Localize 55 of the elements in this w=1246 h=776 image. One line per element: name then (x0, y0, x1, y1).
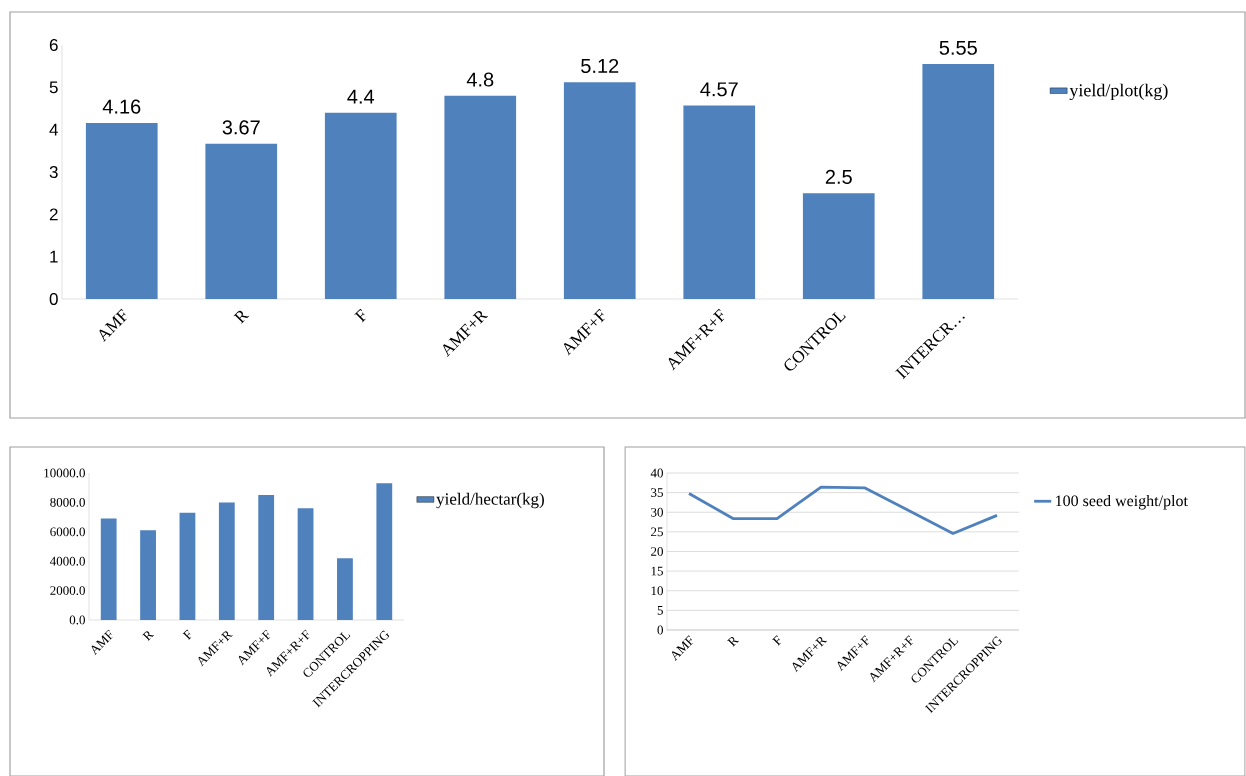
y-tick-label: 5 (49, 81, 58, 94)
bar (218, 502, 235, 620)
x-tick-label: F (182, 629, 192, 641)
bar (179, 512, 196, 620)
data-label: 4.57 (700, 82, 738, 97)
data-label: 2.5 (825, 169, 852, 184)
legend-label: 100 seed weight/plot (1056, 494, 1188, 510)
y-tick-label: 6000.0 (50, 527, 85, 537)
y-tick-label: 0 (657, 625, 663, 635)
y-tick-label: 6 (49, 38, 58, 52)
y-tick-label: 4 (49, 123, 58, 136)
data-label: 4.16 (102, 99, 141, 114)
x-tick-label: F (354, 308, 366, 323)
x-tick-label: R (142, 631, 155, 642)
bar (922, 64, 995, 299)
bar (140, 530, 156, 620)
y-tick-label: 0.0 (69, 615, 85, 625)
bar (683, 105, 756, 299)
y-tick-label: 2 (49, 208, 58, 221)
x-tick-label: R (233, 310, 250, 324)
data-label: 4.8 (466, 72, 494, 87)
y-tick-label: 10 (651, 586, 663, 596)
y-tick-label: 10000.0 (44, 468, 85, 478)
bar (100, 518, 117, 620)
bar (563, 82, 636, 299)
y-tick-label: 1 (50, 250, 58, 263)
data-label: 3.67 (222, 120, 260, 135)
bar (376, 483, 393, 620)
y-tick-label: 35 (651, 488, 663, 497)
bar (205, 143, 278, 299)
y-tick-label: 30 (651, 507, 663, 517)
bar (258, 495, 275, 620)
bar (802, 193, 875, 299)
y-tick-label: 3 (49, 165, 58, 179)
y-tick-label: 15 (651, 566, 663, 576)
y-tick-label: 5 (657, 606, 663, 615)
bar (324, 112, 397, 299)
y-tick-label: 20 (651, 547, 663, 556)
y-tick-label: 4000.0 (49, 556, 85, 566)
legend-label: yield/hectar(kg) (436, 492, 544, 509)
x-tick-label: F (772, 635, 781, 646)
y-tick-label: 0 (49, 292, 58, 306)
data-label: 4.4 (347, 89, 375, 104)
y-tick-label: 25 (651, 527, 663, 537)
bar (297, 508, 314, 620)
data-label: 5.12 (581, 58, 619, 74)
data-label: 5.55 (939, 40, 977, 55)
bar (85, 122, 158, 299)
x-tick-label: R (727, 636, 740, 647)
legend-label: yield/plot(kg) (1069, 83, 1168, 101)
bar (337, 558, 353, 620)
y-tick-label: 2000.0 (50, 586, 85, 596)
bar (444, 95, 517, 299)
y-tick-label: 8000.0 (50, 497, 85, 507)
y-tick-label: 40 (650, 468, 663, 478)
